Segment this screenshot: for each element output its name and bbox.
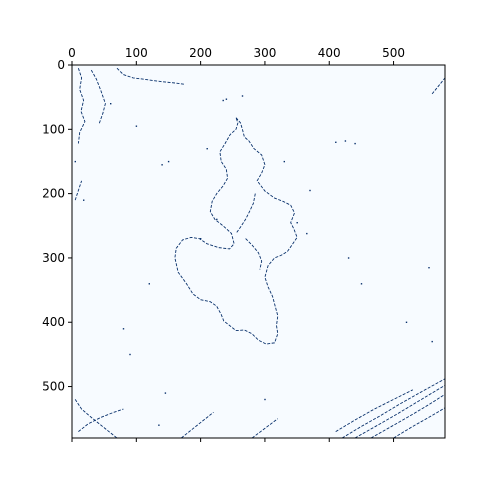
x-tick-label: 500: [382, 46, 405, 60]
edge-traces: [74, 67, 446, 439]
edge-pixel: [306, 232, 308, 235]
edge-pixel: [110, 103, 112, 105]
edge-pixel: [405, 321, 408, 323]
edge-pixel: [309, 189, 311, 192]
heatmap-image-background: [72, 65, 445, 438]
edge-trace-bottom-right-streak-3: [370, 393, 446, 439]
edge-pixel: [135, 125, 138, 127]
edge-trace-bottom-right-streak-5: [335, 389, 414, 432]
axes-frame: [71, 64, 446, 439]
edge-pixel: [428, 267, 430, 269]
y-tick-label: 400: [42, 315, 65, 329]
x-axis-top: 0 100 200 300 400 500: [68, 46, 405, 442]
edge-trace-top-left-cluster-2: [90, 69, 106, 125]
edge-pixel: [83, 199, 85, 201]
edge-pixel: [360, 283, 363, 285]
edge-trace-central-region-outline: [174, 117, 298, 345]
edge-trace-bottom-right-streak-4: [393, 407, 446, 439]
edge-pixel: [216, 218, 218, 221]
edge-pixel: [122, 328, 125, 330]
edge-pixel: [296, 222, 298, 224]
x-tick-label: 400: [318, 46, 341, 60]
y-tick-label: 200: [42, 187, 65, 201]
x-tick-label: 0: [68, 46, 76, 60]
edge-trace-top-left-cluster-1: [77, 68, 86, 144]
edge-pixel: [225, 98, 228, 100]
y-tick-label: 300: [42, 251, 65, 265]
edge-pixel: [283, 160, 285, 163]
edge-trace-top-left-cluster-3: [116, 67, 185, 85]
y-tick-label: 500: [42, 380, 65, 394]
edge-pixel: [335, 141, 337, 143]
edge-pixel: [164, 392, 167, 394]
edge-pixel: [347, 257, 350, 259]
edge-pixel: [129, 353, 131, 356]
edge-pixel: [161, 164, 163, 166]
edge-pixel: [167, 160, 170, 163]
edge-pixel: [431, 340, 433, 343]
edge-trace-left-edge-streak: [74, 180, 83, 201]
edge-pixel: [264, 398, 266, 401]
x-tick-label: 300: [253, 46, 276, 60]
edge-trace-bottom-right-streak-2: [354, 384, 446, 439]
edge-trace-bottom-center-streak-1: [181, 411, 214, 439]
edge-pixel: [241, 95, 244, 97]
edge-pixel: [200, 238, 202, 240]
edge-pixel: [158, 424, 160, 426]
scattered-points: [74, 95, 433, 426]
y-tick-label: 100: [42, 122, 65, 136]
edge-pixel: [354, 142, 356, 145]
edge-trace-bottom-center-streak-2: [251, 418, 279, 439]
edge-pixel: [74, 160, 76, 163]
edge-trace-bottom-left-cluster: [74, 399, 118, 439]
x-tick-label: 100: [125, 46, 148, 60]
edge-pixel: [148, 283, 150, 285]
edge-pixel: [222, 99, 224, 102]
plot-area: [71, 64, 446, 439]
y-axis-left: 0 100 200 300 400 500: [42, 58, 72, 394]
edge-trace-inner-branch-a: [235, 193, 256, 234]
edge-pixel: [344, 140, 347, 142]
x-tick-label: 200: [189, 46, 212, 60]
y-tick-label: 0: [57, 58, 65, 72]
edge-pixel: [206, 148, 208, 150]
edge-trace-inner-branch-b: [245, 238, 263, 270]
edge-trace-bottom-right-streak-1: [341, 378, 446, 439]
